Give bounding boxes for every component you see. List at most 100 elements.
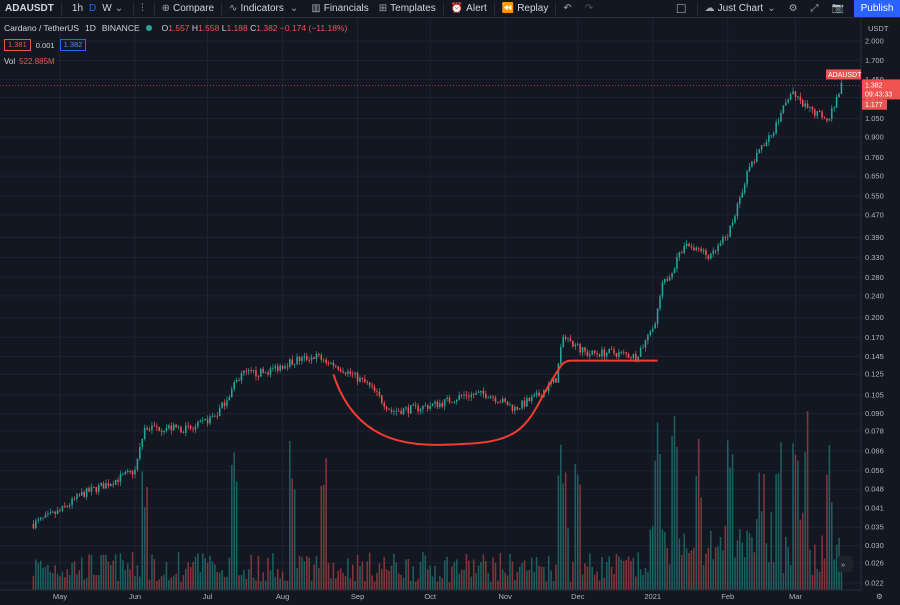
volume-bar xyxy=(293,489,296,590)
volume-bar xyxy=(68,575,71,590)
volume-bar xyxy=(146,487,148,590)
volume-legend: Vol 522.885M xyxy=(4,55,347,67)
candle-body xyxy=(349,371,352,374)
volume-bar xyxy=(734,557,736,590)
fullscreen-toggle-button[interactable]: ☐ xyxy=(671,0,695,17)
interval-1w[interactable]: W xyxy=(102,3,112,14)
layout-menu[interactable]: ☁ Just Chart ⌄ xyxy=(700,0,784,17)
candle-body xyxy=(276,366,279,371)
scroll-to-realtime-button[interactable]: » xyxy=(837,556,853,572)
candle-body xyxy=(610,348,613,350)
volume-bar xyxy=(487,572,490,590)
candle-body xyxy=(826,118,828,121)
candle-body xyxy=(281,365,284,369)
candle-body xyxy=(230,389,233,398)
volume-bar xyxy=(632,557,635,590)
candle-body xyxy=(799,96,802,101)
volume-bar xyxy=(724,525,727,590)
volume-bar xyxy=(528,569,531,590)
templates-icon: ⊞ xyxy=(378,3,388,14)
candle-body xyxy=(567,338,569,340)
volume-bar xyxy=(797,460,799,590)
volume-bar xyxy=(83,579,85,590)
candle-body xyxy=(279,365,281,371)
bid-box[interactable]: 1.381 xyxy=(4,39,31,51)
volume-bar xyxy=(240,574,243,590)
redo-button[interactable]: ↷ xyxy=(580,0,601,17)
volume-bar xyxy=(378,563,381,590)
candle-body xyxy=(497,401,499,403)
templates-button[interactable]: ⊞ Templates xyxy=(374,0,441,17)
drawing-annotations[interactable] xyxy=(332,359,658,446)
candle-body xyxy=(351,373,354,375)
volume-bar xyxy=(107,561,110,590)
candle-body xyxy=(453,401,456,403)
candle-body xyxy=(635,353,637,361)
candle-body xyxy=(185,425,187,433)
candle-body xyxy=(417,405,419,412)
axis-settings-gear-icon[interactable]: ⚙ xyxy=(876,592,883,601)
volume-bar xyxy=(666,547,669,590)
candle-body xyxy=(54,511,56,515)
candle-body xyxy=(182,432,185,434)
candle-body xyxy=(269,368,272,375)
volume-bar xyxy=(320,485,323,590)
volume-bar xyxy=(482,554,485,590)
replay-button[interactable]: ⏪ Replay xyxy=(497,0,554,17)
candle-body xyxy=(228,397,231,401)
chevron-down-icon[interactable]: ⌄ xyxy=(114,3,124,14)
price-axis[interactable]: USDT2.0001.7001.4501.2501.0500.9000.7600… xyxy=(826,18,900,590)
undo-button[interactable]: ↶ xyxy=(558,0,579,17)
indicators-button[interactable]: ∿ Indicators ⌄ xyxy=(224,0,306,17)
financials-button[interactable]: ▥ Financials xyxy=(306,0,373,17)
volume-bar xyxy=(197,553,199,590)
volume-bar xyxy=(448,581,451,590)
settings-button[interactable]: ⚙ xyxy=(784,0,806,17)
volume-bar xyxy=(308,557,310,590)
candle-body xyxy=(240,373,243,381)
volume-bar xyxy=(279,578,281,590)
volume-bar xyxy=(337,570,340,590)
volume-bar xyxy=(799,519,802,590)
candle-body xyxy=(206,419,209,424)
snapshot-button[interactable]: 📷 xyxy=(827,0,852,17)
volume-bar xyxy=(119,553,122,590)
chart-type-button[interactable]: ⫶ xyxy=(136,0,152,17)
candle-body xyxy=(298,356,301,362)
volume-bar xyxy=(550,570,552,590)
candle-body xyxy=(122,474,124,475)
compare-button[interactable]: ⊕ Compare xyxy=(157,0,220,17)
volume-bar xyxy=(335,578,337,590)
ask-box[interactable]: 1.382 xyxy=(59,39,87,51)
volume-bar xyxy=(349,578,352,590)
candle-body xyxy=(257,376,260,378)
volume-bar xyxy=(758,472,760,590)
interval-1d[interactable]: D xyxy=(89,3,97,14)
candle-body xyxy=(528,398,531,401)
candle-body xyxy=(780,112,782,122)
last-price-text: 1.382 xyxy=(865,82,883,89)
expand-button[interactable]: ⤢ xyxy=(806,0,827,17)
symbol-search[interactable]: ADAUSDT xyxy=(0,0,59,17)
volume-bar xyxy=(581,574,584,590)
candle-body xyxy=(59,510,61,512)
divider xyxy=(60,2,62,15)
publish-button[interactable]: Publish xyxy=(854,0,900,17)
candle-body xyxy=(659,296,661,309)
volume-bar xyxy=(354,580,356,590)
symbol-title[interactable]: Cardano / TetherUS xyxy=(4,23,79,33)
candle-body xyxy=(289,359,291,367)
legend-exchange: BINANCE xyxy=(101,23,140,33)
volume-bar xyxy=(245,578,248,590)
interval-1h[interactable]: 1h xyxy=(71,3,84,14)
alert-button[interactable]: ⏰ Alert xyxy=(446,0,492,17)
time-axis[interactable]: May Jun Jul Aug Sep Oct Nov Dec 2021 Feb Mar » ⚙ xyxy=(0,556,883,601)
candle-body xyxy=(301,357,303,362)
candle-body xyxy=(772,133,775,136)
time-tick-label: Mar xyxy=(789,592,802,601)
candle-body xyxy=(630,357,632,359)
cup-curve-drawing[interactable] xyxy=(332,359,572,446)
square-icon: ☐ xyxy=(675,1,687,16)
volume-bar xyxy=(835,544,838,590)
